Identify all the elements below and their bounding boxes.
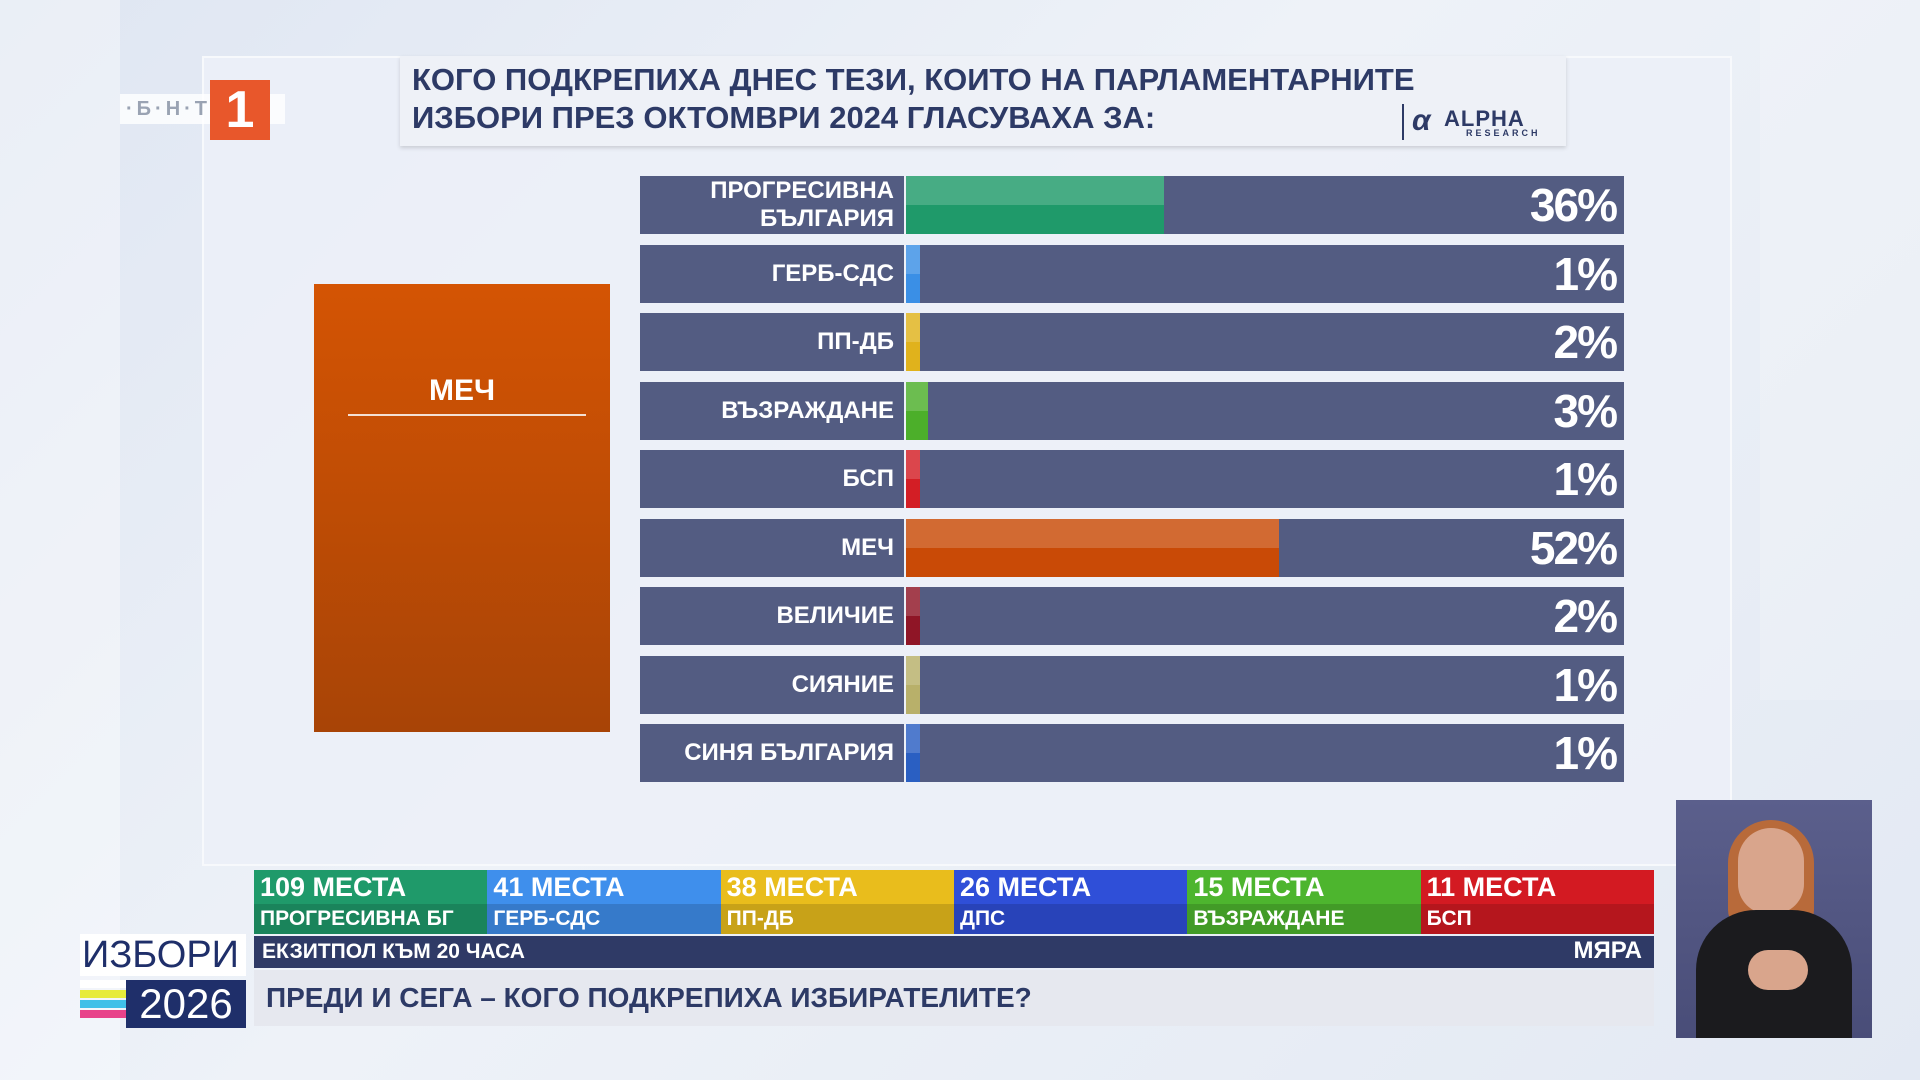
seat-cell: 41 МЕСТА ГЕРБ-СДС [487,870,721,934]
elections-word: ИЗБОРИ [80,934,246,976]
bar-category-label: БСП [842,465,894,492]
bar-category-label: МЕЧ [841,533,894,561]
bar-row: СИНЯ БЪЛГАРИЯ 1% [640,724,1624,782]
bar-separator [904,381,906,440]
bar-row: ПП-ДБ 2% [640,313,1624,371]
bar-category-label: СИНЯ БЪЛГАРИЯ [684,739,894,766]
bar-value-label: 1% [1553,727,1619,779]
bar-separator [904,244,906,303]
alpha-mark-icon: α [1412,104,1431,137]
question-text: ПРЕДИ И СЕГА – КОГО ПОДКРЕПИХА ИЗБИРАТЕЛ… [266,982,1032,1013]
bar-category-label: ВЕЛИЧИЕ [776,602,894,629]
seat-count: 41 МЕСТА [493,872,625,902]
bar [906,655,920,714]
interpreter-face [1738,828,1804,914]
flag-stripes-icon [80,980,126,1028]
elections-year: 2026 [126,980,246,1028]
interpreter-hands [1748,950,1808,990]
bar-row: МЕЧ 52% [640,518,1624,577]
chart-title-line2: ИЗБОРИ ПРЕЗ ОКТОМВРИ 2024 ГЛАСУВАХА ЗА: [412,100,1156,135]
bar-row: БСП 1% [640,450,1624,508]
bar-separator [904,313,906,371]
bar-row: ПРОГРЕСИВНА БЪЛГАРИЯ 36% [640,176,1624,234]
bar-value-label: 2% [1553,590,1619,642]
bar-row: ВЕЛИЧИЕ 2% [640,587,1624,645]
seat-cell: 26 МЕСТА ДПС [953,870,1188,934]
seats-ticker: 109 МЕСТА ПРОГРЕСИВНА БГ 41 МЕСТА ГЕРБ-СДС 3… [254,870,1654,934]
bar-separator [904,176,906,234]
exit-poll-strip: ЕКЗИТПОЛ КЪМ 20 ЧАСА МЯРА [254,936,1654,968]
question-bar: ПРЕДИ И СЕГА – КОГО ПОДКРЕПИХА ИЗБИРАТЕЛ… [254,970,1654,1026]
bar [906,587,921,645]
seat-cell: 11 МЕСТА БСП [1420,870,1654,934]
bar-value-label: 2% [1553,316,1619,368]
seat-party: БСП [1420,904,1654,934]
seat-party: ВЪЗРАЖДАНЕ [1187,904,1421,934]
bar-row: ВЪЗРАЖДАНЕ 3% [640,381,1624,440]
seat-count: 26 МЕСТА [959,872,1092,902]
bar-value-label: 1% [1553,453,1619,505]
bar-separator [904,587,906,645]
bnt1-logo: ·Б·Н·Т· 1 [120,80,285,140]
seat-count: 11 МЕСТА [1426,872,1557,902]
bar-category-label: ГЕРБ-СДС [771,259,894,287]
bar-category-label: ВЪЗРАЖДАНЕ [721,396,894,424]
bar-row: ГЕРБ-СДС 1% [640,244,1624,303]
seat-cell: 38 МЕСТА ПП-ДБ [720,870,954,934]
seat-count: 38 МЕСТА [726,872,858,902]
source-name: ALPHA [1444,106,1525,131]
bar-separator [904,655,906,714]
bar-value-label: 52% [1529,521,1618,574]
bar [906,518,1280,577]
sign-language-interpreter [1676,800,1872,1038]
bar-category-label: СИЯНИЕ [791,670,894,698]
bar-value-label: 1% [1553,247,1619,300]
selected-party-label: МЕЧ [428,374,496,407]
selected-party-underline [348,414,586,416]
seat-count: 15 МЕСТА [1193,872,1325,902]
bar-value-label: 36% [1529,179,1618,231]
seat-count: 109 МЕСТА [260,872,407,902]
alpha-research-logo: α ALPHA RESEARCH [1402,104,1554,140]
seat-cell: 15 МЕСТА ВЪЗРАЖДАНЕ [1187,870,1421,934]
bar-separator [904,518,906,577]
bar-value-label: 1% [1553,658,1619,711]
chart-title-box: КОГО ПОДКРЕПИХА ДНЕС ТЕЗИ, КОИТО НА ПАРЛ… [400,56,1566,146]
elections-logo: ИЗБОРИ 2026 [80,934,246,1030]
seat-party: ДПС [953,904,1188,934]
seat-cell: 109 МЕСТА ПРОГРЕСИВНА БГ [254,870,488,934]
bar-separator [904,724,906,782]
bar-row: СИЯНИЕ 1% [640,655,1624,714]
bar [906,381,928,440]
bar-category-label: ПП-ДБ [817,328,894,355]
chart-title-line1: КОГО ПОДКРЕПИХА ДНЕС ТЕЗИ, КОИТО НА ПАРЛ… [412,62,1415,97]
selected-party-box: МЕЧ [314,284,610,732]
bar [906,176,1165,234]
bar-category-label: ПРОГРЕСИВНА БЪЛГАРИЯ [710,177,894,232]
bar [906,450,920,508]
seat-party: ГЕРБ-СДС [487,904,721,934]
seat-party: ПРОГРЕСИВНА БГ [254,904,488,934]
exit-poll-label: ЕКЗИТПОЛ КЪМ 20 ЧАСА [262,940,525,963]
channel-number: 1 [210,80,270,140]
bar [906,244,920,303]
source-sub: RESEARCH [1466,128,1541,138]
bar [906,724,920,782]
pollster-name: МЯРА [1573,937,1642,964]
bar-value-label: 3% [1553,384,1619,437]
seat-party: ПП-ДБ [720,904,954,934]
bar [906,313,921,371]
bar-separator [904,450,906,508]
